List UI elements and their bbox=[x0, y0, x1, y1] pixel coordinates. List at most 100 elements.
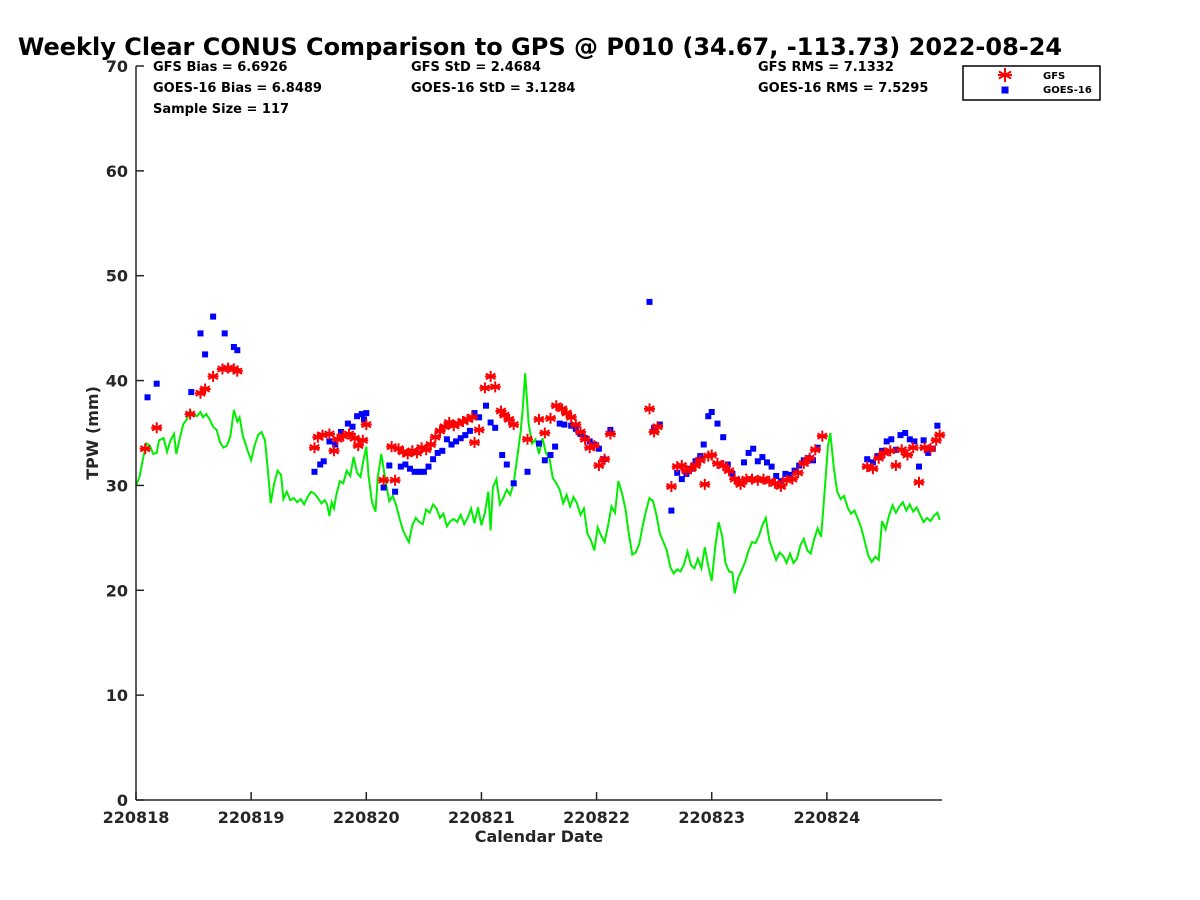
gfs-point bbox=[816, 430, 828, 442]
goes-point bbox=[361, 416, 367, 423]
goes-point bbox=[202, 351, 209, 358]
goes-point bbox=[759, 454, 766, 461]
goes-point bbox=[326, 438, 333, 445]
goes-point bbox=[720, 434, 727, 441]
gfs-point bbox=[604, 428, 616, 440]
gfs-point bbox=[479, 382, 491, 394]
goes-point bbox=[705, 413, 712, 420]
gfs-point bbox=[706, 449, 718, 461]
gfs-point bbox=[550, 400, 562, 412]
goes-point bbox=[492, 424, 499, 431]
goes-point bbox=[210, 313, 217, 320]
chart-title: Weekly Clear CONUS Comparison to GPS @ P… bbox=[18, 33, 1062, 61]
gfs-point bbox=[389, 474, 401, 486]
gfs-point bbox=[503, 413, 515, 425]
gfs-point bbox=[184, 408, 196, 420]
gfs-point bbox=[890, 460, 902, 471]
goes-point bbox=[916, 463, 922, 470]
gfs-point bbox=[429, 431, 441, 443]
gfs-point bbox=[735, 478, 746, 490]
goes-point bbox=[714, 420, 721, 427]
gfs-point bbox=[792, 467, 804, 479]
goes-point bbox=[363, 410, 370, 417]
gfs-point bbox=[740, 473, 752, 485]
gfs-std-text: GFS StD = 2.4684 bbox=[411, 60, 541, 75]
goes-point bbox=[230, 344, 237, 350]
goes-point bbox=[407, 465, 413, 472]
gfs-point bbox=[861, 461, 873, 473]
goes-point bbox=[380, 484, 387, 491]
goes-point bbox=[332, 441, 339, 448]
y-tick-label: 0 bbox=[117, 791, 128, 810]
legend-gfs-marker bbox=[998, 68, 1012, 82]
y-axis-label: TPW (mm) bbox=[83, 386, 102, 480]
goes-point bbox=[457, 435, 464, 442]
stats-block: GFS Bias = 6.6926 GOES-16 Bias = 6.8489 … bbox=[153, 60, 928, 117]
gfs-point bbox=[556, 403, 568, 415]
goes-point bbox=[925, 449, 932, 456]
goes-point bbox=[764, 459, 770, 466]
gfs-point bbox=[309, 442, 320, 454]
gfs-point bbox=[222, 362, 234, 374]
goes-point bbox=[386, 462, 393, 469]
goes-point bbox=[430, 456, 437, 463]
gfs-point bbox=[902, 449, 913, 461]
goes-point bbox=[920, 437, 927, 444]
goes-point bbox=[416, 468, 423, 475]
gfs-point bbox=[378, 474, 390, 486]
gfs-point bbox=[323, 428, 335, 440]
legend-box bbox=[962, 65, 1101, 101]
goes-point bbox=[499, 452, 506, 458]
goes-point bbox=[476, 414, 483, 421]
x-tick-label: 220823 bbox=[678, 808, 745, 827]
gfs-point bbox=[690, 460, 702, 471]
gfs-point bbox=[758, 473, 769, 485]
y-tick-label: 50 bbox=[106, 267, 128, 286]
gfs-point bbox=[207, 370, 219, 382]
goes-point bbox=[354, 413, 361, 420]
goes-point bbox=[678, 476, 685, 483]
y-tick-label: 30 bbox=[106, 476, 128, 495]
goes-point bbox=[708, 409, 715, 415]
gfs-point bbox=[231, 365, 243, 377]
goes-point bbox=[902, 430, 909, 436]
gfs-point bbox=[599, 453, 611, 465]
gps-series-line bbox=[135, 373, 941, 594]
x-tick-label: 220821 bbox=[448, 808, 515, 827]
goes-point bbox=[888, 436, 895, 443]
goes-point bbox=[741, 459, 747, 466]
goes-point bbox=[568, 422, 575, 429]
goes-point bbox=[439, 447, 446, 454]
gfs-point bbox=[763, 475, 775, 487]
goes-point bbox=[874, 453, 881, 460]
gfs-point bbox=[473, 424, 485, 436]
goes-point bbox=[197, 330, 204, 337]
goes-point bbox=[420, 468, 427, 475]
goes-point bbox=[402, 461, 409, 468]
gfs-point bbox=[919, 442, 931, 454]
goes-point bbox=[448, 441, 455, 448]
gfs-point bbox=[352, 440, 364, 452]
goes-point bbox=[503, 461, 510, 468]
gfs-point bbox=[575, 426, 586, 438]
gfs-point bbox=[402, 448, 414, 460]
goes-bias-text: GOES-16 Bias = 6.8489 bbox=[153, 81, 322, 96]
gfs-bias-text: GFS Bias = 6.6926 bbox=[153, 60, 287, 75]
gfs-point bbox=[469, 436, 480, 448]
gfs-point bbox=[593, 460, 605, 471]
goes-std-text: GOES-16 StD = 3.1284 bbox=[411, 81, 575, 96]
goes-point bbox=[487, 419, 494, 426]
gfs-point bbox=[349, 432, 361, 444]
goes-point bbox=[552, 443, 559, 450]
gfs-point bbox=[930, 434, 942, 446]
gfs-rms-text: GFS RMS = 7.1332 bbox=[758, 60, 894, 75]
gfs-point bbox=[466, 411, 478, 423]
goes-point bbox=[311, 468, 318, 475]
gfs-point bbox=[522, 433, 533, 445]
gfs-point bbox=[579, 433, 591, 445]
gfs-point bbox=[769, 477, 781, 489]
goes-point bbox=[397, 463, 404, 470]
gfs-point bbox=[676, 460, 688, 471]
goes-point bbox=[750, 445, 757, 452]
